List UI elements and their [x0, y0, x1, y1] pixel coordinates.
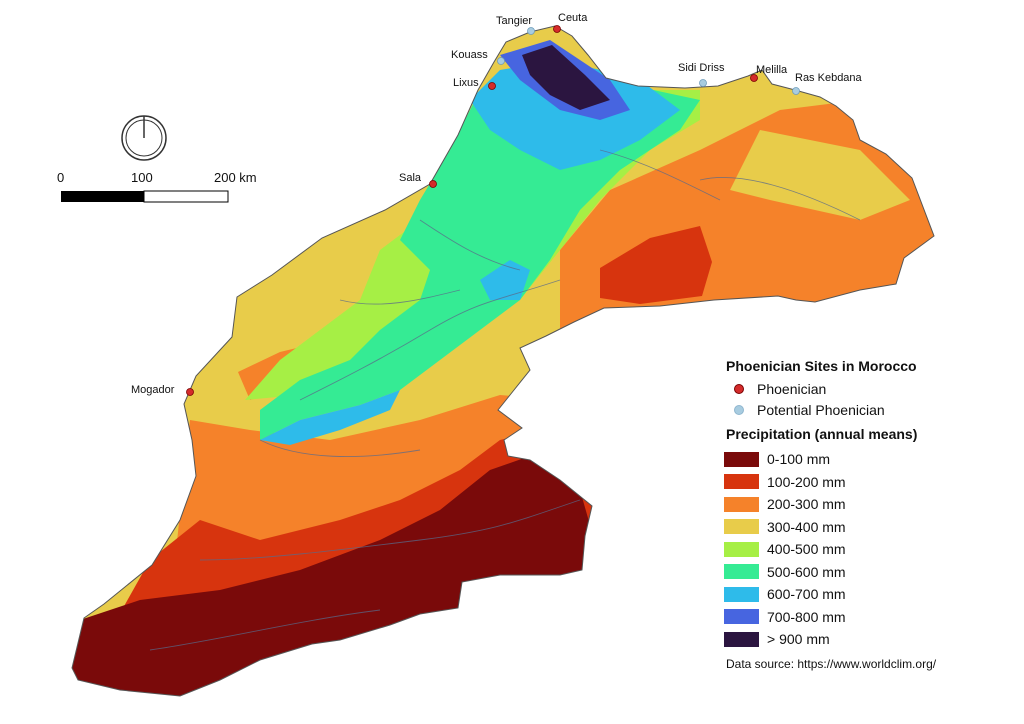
site-marker-sala: [429, 180, 437, 188]
site-marker-tangier: [527, 27, 535, 35]
scale-label-200km: 200 km: [214, 170, 257, 185]
legend-swatch: [724, 631, 759, 647]
legend-class-row: 400-500 mm: [724, 538, 1014, 561]
legend-class-row: > 900 mm: [724, 628, 1014, 651]
site-label-mogador: Mogador: [131, 384, 175, 396]
zone-over-900: [522, 45, 610, 110]
site-marker-ceuta: [553, 25, 561, 33]
legend-class-label: 300-400 mm: [767, 518, 846, 535]
legend-precip-title: Precipitation (annual means): [726, 426, 918, 442]
zone-100-200-east: [600, 226, 712, 304]
legend-class-row: 0-100 mm: [724, 448, 1014, 471]
zone-600-700: [470, 60, 680, 170]
site-label-tangier: Tangier: [496, 15, 533, 27]
north-arrow-icon: [121, 115, 167, 161]
legend-class-row: 600-700 mm: [724, 583, 1014, 606]
legend-swatch: [724, 609, 759, 625]
legend-swatch: [724, 541, 759, 557]
legend-swatch: [724, 519, 759, 535]
legend-class-label: > 900 mm: [767, 631, 830, 648]
legend-sites-title: Phoenician Sites in Morocco: [726, 358, 917, 374]
rivers: [149, 149, 861, 651]
scale-label-0: 0: [57, 170, 65, 185]
site-label-melilla: Melilla: [756, 64, 788, 76]
legend-class-label: 100-200 mm: [767, 473, 846, 490]
zone-600-700-atlas: [260, 390, 400, 445]
site-marker-melilla: [750, 74, 758, 82]
legend-swatch: [724, 451, 759, 467]
red-dot-icon: [734, 383, 744, 394]
legend-class-label: 500-600 mm: [767, 563, 846, 580]
legend-swatch: [724, 496, 759, 512]
legend-class-label: 700-800 mm: [767, 608, 846, 625]
legend-class-row: 100-200 mm: [724, 471, 1014, 494]
legend-swatch: [724, 474, 759, 490]
site-marker-ras-kebdana: [792, 87, 800, 95]
site-label-kouass: Kouass: [451, 49, 488, 61]
zone-600-700-plateau: [480, 260, 530, 300]
legend-class-label: 0-100 mm: [767, 451, 831, 468]
site-label-sidi-driss: Sidi Driss: [678, 62, 725, 74]
legend-class-row: 500-600 mm: [724, 561, 1014, 584]
scale-label-100: 100: [131, 170, 153, 185]
legend-class-label: 400-500 mm: [767, 541, 846, 558]
light-blue-dot-icon: [734, 404, 744, 415]
legend-class-row: 200-300 mm: [724, 493, 1014, 516]
site-label-lixus: Lixus: [453, 77, 479, 89]
data-source-note: Data source: https://www.worldclim.org/: [726, 656, 937, 671]
zone-300-400-northeast: [730, 130, 910, 220]
site-label-ras-kebdana: Ras Kebdana: [795, 72, 862, 84]
legend-class-label: 600-700 mm: [767, 586, 846, 603]
legend-site-label: Phoenician: [757, 380, 827, 397]
legend-class-label: 200-300 mm: [767, 496, 846, 513]
site-markers: [186, 25, 800, 396]
site-label-sala: Sala: [399, 172, 422, 184]
legend-class-row: 700-800 mm: [724, 606, 1014, 629]
legend-site-phoenician: Phoenician: [724, 378, 1014, 399]
legend-site-potential: Potential Phoenician: [724, 399, 1014, 420]
scale-bar: [61, 190, 229, 203]
site-marker-kouass: [497, 57, 505, 65]
legend-site-label: Potential Phoenician: [757, 401, 885, 418]
legend-swatch: [724, 586, 759, 602]
legend-swatch: [724, 564, 759, 580]
legend-class-row: 300-400 mm: [724, 516, 1014, 539]
site-marker-sidi-driss: [699, 79, 707, 87]
map-legend: Phoenician Sites in Morocco Phoenician P…: [724, 358, 1014, 671]
site-marker-mogador: [186, 388, 194, 396]
site-label-ceuta: Ceuta: [558, 12, 588, 24]
site-marker-lixus: [488, 82, 496, 90]
